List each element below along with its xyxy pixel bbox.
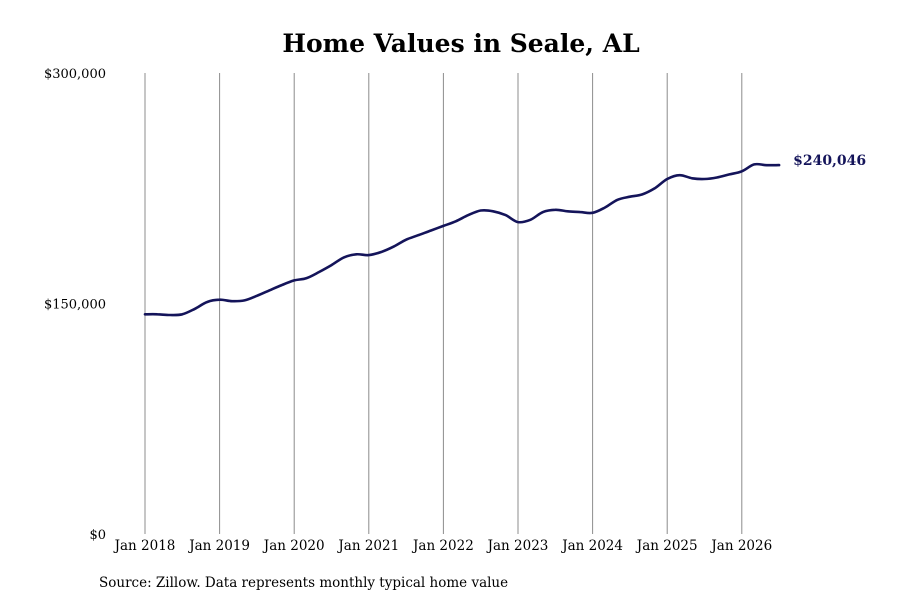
x-tick-label: Jan 2022 [411, 538, 474, 554]
x-tick-label: Jan 2026 [709, 538, 772, 554]
latest-value-label: $240,046 [793, 153, 866, 169]
x-tick-label: Jan 2025 [635, 538, 698, 554]
x-tick-label: Jan 2020 [262, 538, 325, 554]
x-tick-label: Jan 2018 [113, 538, 176, 554]
x-tick-label: Jan 2019 [187, 538, 250, 554]
y-tick-label: $0 [89, 528, 106, 543]
home-value-line [143, 162, 781, 317]
y-tick-label: $300,000 [44, 67, 106, 82]
y-tick-label: $150,000 [44, 298, 106, 313]
source-note: Source: Zillow. Data represents monthly … [99, 575, 508, 591]
chart-title: Home Values in Seale, AL [282, 29, 640, 58]
x-tick-label: Jan 2024 [560, 538, 623, 554]
x-axis-ticks: Jan 2018 Jan 2019 Jan 2020 Jan 2021 Jan 2022… [113, 538, 773, 554]
grid-lines [144, 73, 743, 534]
x-tick-label: Jan 2023 [486, 538, 549, 554]
y-axis-ticks: $0 $150,000 $300,000 [44, 67, 106, 543]
x-tick-label: Jan 2021 [336, 538, 399, 554]
